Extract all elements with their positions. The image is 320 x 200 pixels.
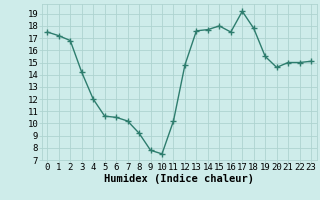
X-axis label: Humidex (Indice chaleur): Humidex (Indice chaleur) xyxy=(104,174,254,184)
